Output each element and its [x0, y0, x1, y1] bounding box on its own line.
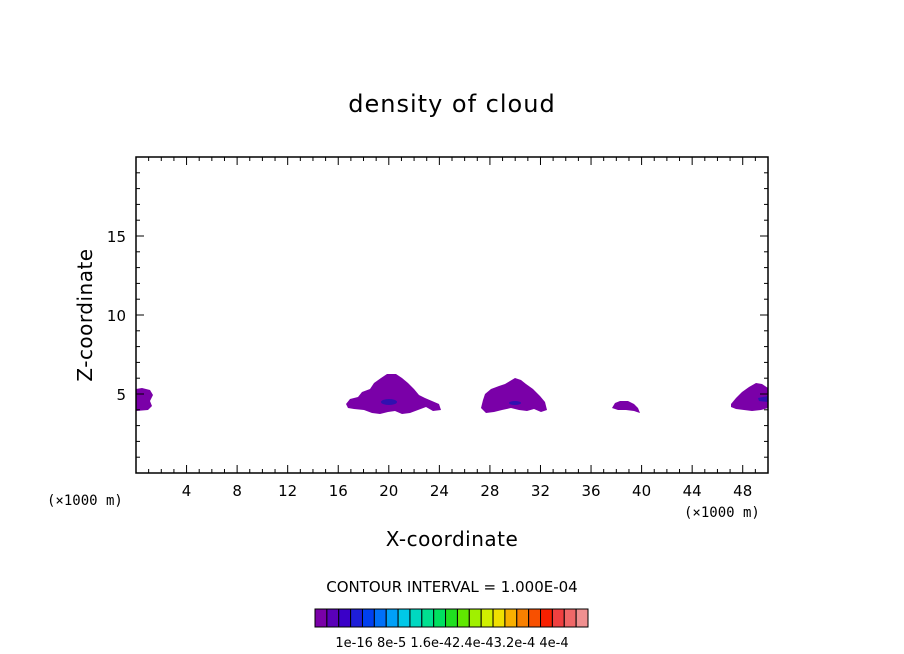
cloud-near-48km [731, 383, 768, 411]
colorbar-swatch [456, 608, 470, 628]
colorbar-swatch [468, 608, 482, 628]
colorbar-swatch [421, 608, 435, 628]
x-tick-label: 28 [480, 482, 499, 500]
colorbar-swatch [350, 608, 363, 628]
cloud-near-48km-core [758, 396, 768, 402]
colorbar-swatch [563, 608, 577, 628]
x-tick-label: 40 [632, 482, 651, 500]
colorbar-swatch [409, 608, 423, 628]
x-unit-left: (×1000 m) [47, 493, 123, 509]
x-axis-title: X-coordinate [386, 527, 519, 551]
colorbar-swatch [397, 608, 411, 628]
x-tick-label: 44 [683, 482, 702, 500]
cloud-near-30km-core [509, 401, 521, 405]
x-tick-label: 20 [379, 482, 398, 500]
chart-title: density of cloud [348, 90, 555, 118]
colorbar-swatch [385, 608, 399, 628]
colorbar-swatch [373, 608, 387, 628]
cloud-near-30km [481, 378, 547, 413]
cloud-near-20km-core [381, 399, 397, 405]
x-tick-label: 16 [329, 482, 348, 500]
colorbar-swatch [314, 608, 328, 628]
x-tick-label: 8 [232, 482, 242, 500]
colorbar-swatch [551, 608, 565, 628]
plot-frame [135, 156, 769, 474]
colorbar [314, 608, 589, 628]
y-axis-title: Z-coordinate [73, 248, 97, 381]
y-tick-label: 15 [107, 228, 126, 246]
colorbar-swatch [445, 608, 458, 628]
colorbar-swatch [575, 608, 589, 628]
y-tick-labels: 5 10 15 [107, 228, 126, 404]
x-tick-label: 32 [531, 482, 550, 500]
axes [135, 156, 769, 474]
colorbar-swatch [492, 608, 506, 628]
colorbar-labels: 1e-16 8e-5 1.6e-42.4e-43.2e-4 4e-4 [335, 636, 568, 651]
x-tick-label: 48 [733, 482, 752, 500]
x-tick-label: 12 [278, 482, 297, 500]
colorbar-swatch [480, 608, 494, 628]
colorbar-swatch [528, 608, 542, 628]
colorbar-swatch [338, 608, 352, 628]
y-tick-label: 5 [116, 386, 126, 404]
x-tick-label: 24 [430, 482, 449, 500]
cloud-near-20km [346, 374, 441, 414]
colorbar-swatch [361, 608, 375, 628]
colorbar-swatch [504, 608, 518, 628]
x-tick-label: 4 [182, 482, 192, 500]
colorbar-swatch [326, 608, 340, 628]
colorbar-swatch [540, 608, 553, 628]
colorbar-swatch [433, 608, 447, 628]
x-tick-label: 36 [581, 482, 600, 500]
cloud-field [136, 374, 768, 414]
y-tick-label: 10 [107, 307, 126, 325]
x-tick-labels: 4 8 12 16 20 24 28 32 36 40 44 48 [182, 482, 752, 500]
colorbar-swatch [516, 608, 530, 628]
contour-interval: CONTOUR INTERVAL = 1.000E-04 [326, 578, 577, 596]
x-unit-right: (×1000 m) [684, 505, 760, 521]
cloud-west-edge [136, 388, 153, 411]
cloud-near-38km [612, 401, 640, 413]
